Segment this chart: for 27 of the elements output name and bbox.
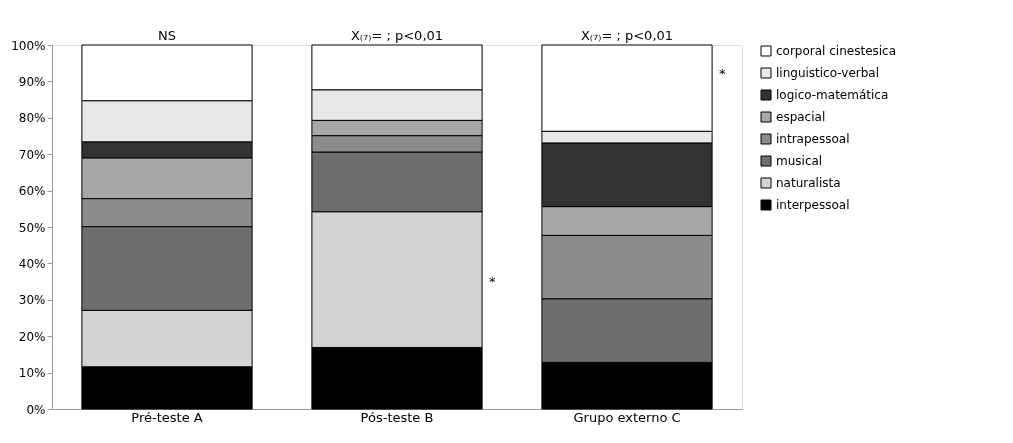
legend-label: intrapessoal [776, 132, 850, 146]
y-tick-label: 0% [26, 402, 46, 417]
legend-label: logico-matemática [776, 88, 889, 102]
annotation: X₍₇₎= ; p<0,01 [350, 28, 444, 43]
annotation: X₍₇₎= ; p<0,01 [580, 28, 674, 43]
legend-label: naturalista [776, 176, 841, 190]
y-tick-label: 70% [18, 147, 46, 162]
y-tick-label: 80% [18, 111, 46, 126]
y-tick-label: 50% [18, 220, 46, 235]
x-tick-label: Grupo externo C [573, 409, 681, 425]
legend-label: musical [776, 154, 823, 168]
legend-label: linguistico-verbal [776, 66, 880, 80]
y-tick-label: 100% [11, 38, 46, 53]
y-tick-label: 10% [18, 366, 46, 381]
x-tick-label: Pós-teste B [360, 409, 434, 425]
annotation: * [489, 273, 496, 289]
legend-label: espacial [776, 110, 826, 124]
y-tick-label: 60% [18, 184, 46, 199]
y-tick-label: 20% [18, 329, 46, 344]
legend-label: interpessoal [776, 198, 850, 212]
x-tick-label: Pré-teste A [131, 409, 203, 425]
y-tick-label: 30% [18, 293, 46, 308]
y-tick-label: 40% [18, 256, 46, 271]
y-tick-label: 90% [18, 74, 46, 89]
annotation: NS [158, 28, 176, 43]
annotation: * [719, 66, 726, 82]
legend-label: corporal cinestesica [776, 44, 897, 58]
